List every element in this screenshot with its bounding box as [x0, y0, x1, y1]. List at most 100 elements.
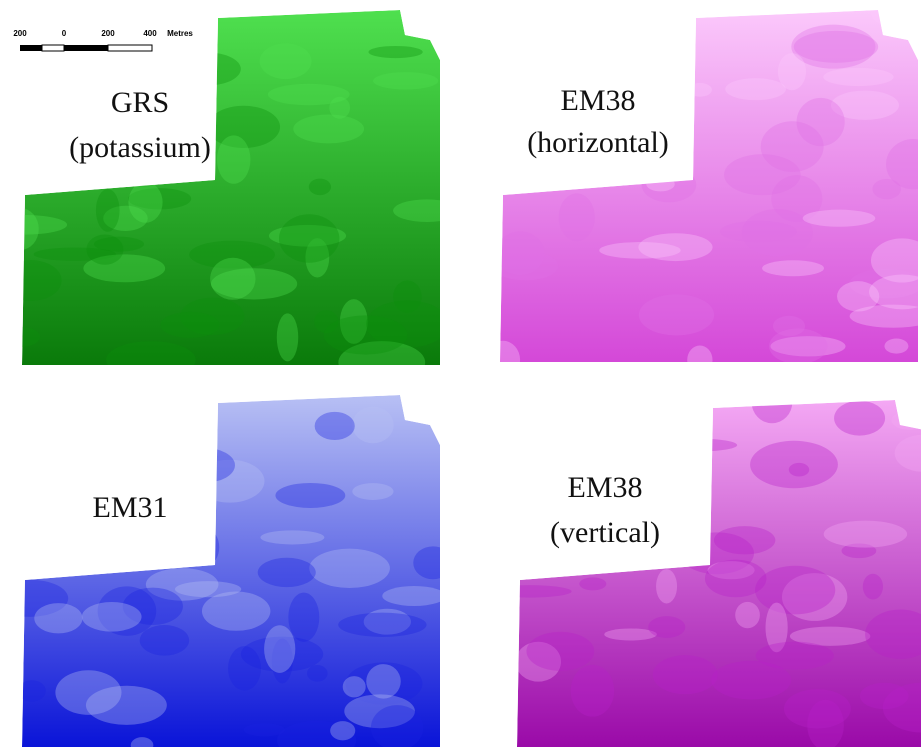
map-patch [834, 401, 885, 436]
map-patch [74, 456, 102, 481]
map-patch [96, 189, 120, 232]
map-patch [330, 721, 355, 740]
map-patch [258, 558, 316, 587]
map-patch [268, 84, 350, 105]
map-patch [655, 390, 703, 419]
map-patch [604, 628, 657, 640]
map-patch [481, 0, 560, 34]
map-label: GRS [111, 86, 169, 119]
map-patch [863, 574, 883, 600]
map-patch [172, 448, 235, 483]
map-patch [196, 530, 219, 565]
map-patch [648, 616, 685, 638]
map-patch [711, 661, 791, 700]
scale-label: 200 [13, 29, 27, 38]
map-patch [481, 167, 540, 185]
map-patch [0, 260, 62, 301]
survey-map [475, 0, 921, 379]
map-patch [315, 412, 355, 440]
map-patch [352, 407, 393, 444]
scale-unit: Metres [167, 29, 193, 38]
scale-label: 200 [101, 29, 115, 38]
map-patch [309, 549, 390, 588]
map-patch [373, 72, 438, 89]
map-patch [175, 581, 241, 597]
map-patch [293, 114, 364, 143]
map-patch [626, 14, 670, 61]
maps: GRS(potassium)EM38(horizontal)EM31EM38(v… [0, 0, 921, 747]
map-patch [288, 593, 319, 642]
map-patch [687, 346, 712, 375]
map-label: EM31 [93, 491, 168, 524]
map-label: EM38 [568, 471, 643, 504]
map-label: (horizontal) [527, 126, 669, 159]
map-patch [752, 381, 793, 423]
survey-map [487, 381, 921, 747]
map-patch [23, 50, 49, 66]
map-patch [579, 577, 606, 590]
map-patch [571, 665, 615, 717]
map-patch [646, 177, 675, 192]
map-patch [548, 434, 596, 448]
map-label: (vertical) [550, 516, 660, 549]
map-patch [797, 98, 845, 146]
map-patch [656, 569, 677, 603]
map-patch [769, 328, 827, 364]
map-patch [86, 234, 123, 264]
map-patch [803, 210, 876, 227]
map-patch [217, 135, 251, 183]
map-patch [639, 294, 714, 335]
map-patch [309, 179, 331, 195]
map-patch [823, 68, 893, 86]
map-patch [550, 19, 589, 57]
map-patch [178, 39, 203, 91]
map-patch [343, 676, 366, 697]
map-patch [824, 521, 907, 548]
scale-segment [20, 45, 42, 51]
map-patch [688, 83, 712, 97]
map-patch [667, 414, 708, 441]
map-patch [789, 463, 809, 477]
scale-segment [108, 45, 152, 51]
map-patch [228, 646, 261, 690]
scale-segment [42, 45, 64, 51]
map-patch [755, 566, 835, 615]
map-patch [762, 260, 824, 276]
map-patch [368, 46, 422, 58]
map-patch [735, 602, 760, 628]
map-patch [277, 313, 298, 361]
map-patch [641, 461, 663, 479]
scale-label: 400 [143, 29, 157, 38]
map-patch [352, 483, 393, 500]
map-patch [307, 665, 328, 682]
scale-bar: 200 0 200 400 Metres [13, 29, 193, 51]
scale-segment [64, 45, 108, 51]
scale-label: 0 [62, 29, 67, 38]
map-patch [541, 560, 597, 573]
map-figure: GRS(potassium)EM38(horizontal)EM31EM38(v… [0, 0, 921, 747]
map-patch [837, 281, 879, 311]
map-patch [559, 193, 595, 241]
map-patch [794, 31, 878, 63]
map-patch [382, 586, 446, 606]
map-patch [884, 339, 908, 354]
map-patch [485, 66, 562, 117]
map-patch [653, 655, 718, 694]
map-patch [486, 341, 520, 379]
map-patch [279, 214, 339, 262]
map-patch [324, 315, 408, 354]
map-patch [61, 434, 85, 465]
map-patch [34, 603, 82, 633]
map-patch [493, 251, 558, 280]
map-patch [264, 625, 295, 673]
map-patch [475, 4, 524, 20]
map-patch [599, 242, 680, 259]
map-patch [140, 625, 189, 656]
map-patch [524, 412, 580, 429]
map-patch [55, 670, 121, 715]
map-patch [202, 592, 270, 631]
map-label: (potassium) [69, 131, 211, 164]
map-patch [275, 483, 345, 508]
map-patch [705, 560, 767, 598]
map-patch [725, 78, 786, 100]
